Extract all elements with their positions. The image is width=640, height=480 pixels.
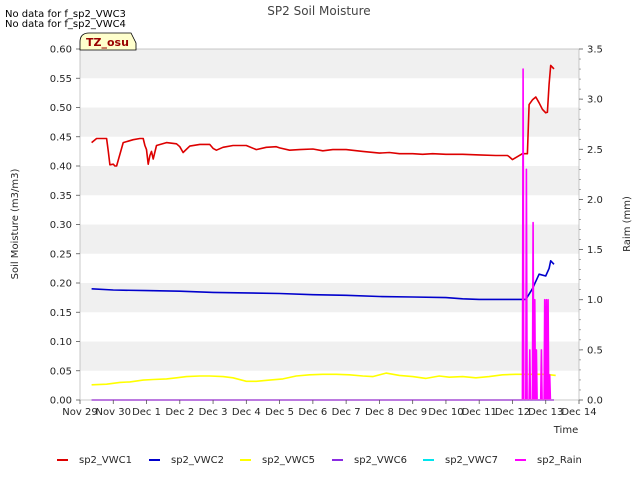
y-tick-label: 0.20: [50, 279, 72, 290]
y-tick-label: 0.30: [50, 220, 72, 231]
legend-swatch-vwc5: [240, 459, 251, 461]
y-tick-label: 0.05: [50, 366, 72, 377]
site-badge: TZ_osu: [79, 32, 137, 51]
band-8: [80, 136, 579, 166]
band-5: [80, 224, 579, 254]
legend-swatch-rain: [515, 459, 526, 461]
band-10: [80, 78, 579, 108]
no-data-note-2: No data for f_sp2_VWC4: [5, 19, 126, 30]
x-tick-label: Dec 3: [199, 407, 228, 418]
x-tick-label: Nov 30: [96, 407, 131, 418]
legend-label-vwc1: sp2_VWC1: [79, 455, 132, 466]
band-1: [80, 341, 579, 371]
band-4: [80, 253, 579, 283]
no-data-note-1: No data for f_sp2_VWC3: [5, 9, 126, 20]
x-tick-label: Dec 9: [398, 407, 427, 418]
y-axis-right: 0.0 0.5 1.0 1.5 2.0 2.5 3.0 3.5: [579, 45, 603, 407]
y2-tick-label: 2.5: [587, 145, 603, 156]
band-7: [80, 166, 579, 196]
y-tick-label: 0.45: [50, 132, 72, 143]
legend-label-vwc5: sp2_VWC5: [262, 455, 315, 466]
series-line-sp2_VWC2: [91, 259, 555, 301]
legend-item-vwc1: sp2_VWC1: [57, 452, 132, 470]
legend-label-vwc2: sp2_VWC2: [171, 455, 224, 466]
x-tick-label: Dec 12: [495, 407, 530, 418]
y-tick-label: 0.40: [50, 162, 72, 173]
chart-title: SP2 Soil Moisture: [267, 4, 370, 18]
legend-item-vwc5: sp2_VWC5: [240, 452, 315, 470]
series-line-sp2_Rain: [91, 68, 554, 401]
y2-tick-label: 0.0: [587, 396, 603, 407]
y2-tick-label: 0.5: [587, 345, 603, 356]
x-tick-label: Dec 1: [132, 407, 161, 418]
x-tick-label: Dec 5: [265, 407, 294, 418]
y2-tick-label: 3.0: [587, 95, 603, 106]
legend-swatch-vwc7: [423, 459, 434, 461]
legend-item-vwc2: sp2_VWC2: [149, 452, 224, 470]
y-tick-label: 0.35: [50, 191, 72, 202]
legend-swatch-vwc2: [149, 459, 160, 461]
y-tick-label: 0.55: [50, 74, 72, 85]
x-tick-label: Dec 2: [165, 407, 194, 418]
y-axis-label: Soil Moisture (m3/m3): [10, 169, 21, 280]
legend-item-vwc7: sp2_VWC7: [423, 452, 498, 470]
x-tick-label: Dec 10: [428, 407, 463, 418]
legend-label-vwc6: sp2_VWC6: [354, 455, 407, 466]
x-axis-label: Time: [553, 425, 578, 436]
y-tick-label: 0.15: [50, 308, 72, 319]
y-tick-label: 0.50: [50, 103, 72, 114]
x-tick-label: Dec 14: [561, 407, 596, 418]
x-tick-label: Nov 29: [62, 407, 97, 418]
x-tick-label: Dec 4: [232, 407, 261, 418]
y-tick-label: 0.60: [50, 45, 72, 56]
legend-item-vwc6: sp2_VWC6: [332, 452, 407, 470]
y-axis-left: 0.00 0.05 0.10 0.15 0.20 0.25 0.30 0.35 0.40 0.45…: [50, 45, 80, 407]
background-bands: [80, 49, 579, 400]
y2-axis-label: Raim (mm): [622, 196, 633, 252]
y2-tick-label: 1.5: [587, 245, 603, 256]
band-11: [80, 49, 579, 79]
x-tick-label: Dec 11: [462, 407, 497, 418]
y2-tick-label: 1.0: [587, 295, 603, 306]
legend: sp2_VWC1 sp2_VWC2 sp2_VWC5 sp2_VWC6 sp2_…: [0, 452, 640, 470]
site-badge-label: TZ_osu: [86, 36, 129, 49]
y-tick-label: 0.25: [50, 249, 72, 260]
x-tick-label: Dec 7: [332, 407, 361, 418]
y-tick-label: 0.00: [50, 396, 72, 407]
x-tick-label: Dec 6: [298, 407, 327, 418]
x-tick-label: Dec 13: [528, 407, 563, 418]
series-line-sp2_VWC1: [91, 64, 555, 167]
x-tick-label: Dec 8: [365, 407, 394, 418]
legend-label-rain: sp2_Rain: [537, 455, 582, 466]
y2-tick-label: 3.5: [587, 45, 603, 56]
legend-label-vwc7: sp2_VWC7: [445, 455, 498, 466]
band-9: [80, 107, 579, 137]
y2-tick-label: 2.0: [587, 195, 603, 206]
series-line-sp2_VWC5: [91, 372, 556, 386]
legend-swatch-vwc1: [57, 459, 68, 461]
band-6: [80, 195, 579, 225]
legend-item-rain: sp2_Rain: [515, 452, 582, 470]
band-3: [80, 283, 579, 313]
band-2: [80, 312, 579, 342]
legend-swatch-vwc6: [332, 459, 343, 461]
y-tick-label: 0.10: [50, 337, 72, 348]
